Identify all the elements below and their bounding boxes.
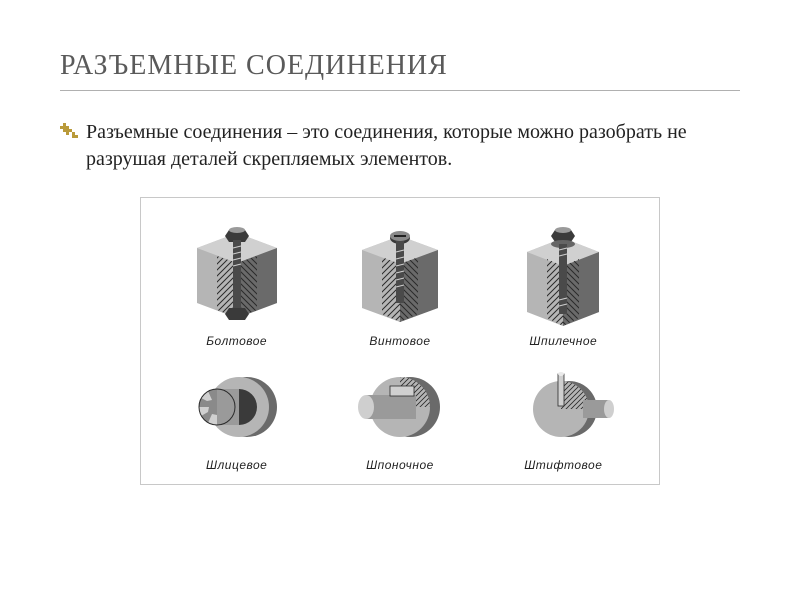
cap-spline: Шлицевое bbox=[206, 458, 267, 472]
cap-pin: Штифтовое bbox=[524, 458, 602, 472]
figure-row-2: Шлицевое bbox=[155, 362, 645, 472]
definition-text: Разъемные соединения – это соединения, к… bbox=[86, 119, 740, 173]
fig-bolt: Болтовое bbox=[162, 208, 312, 348]
cap-screw: Винтовое bbox=[369, 334, 430, 348]
fig-screw: Винтовое bbox=[325, 208, 475, 348]
fig-stud: Шпилечное bbox=[488, 208, 638, 348]
page-title: РАЗЪЕМНЫЕ СОЕДИНЕНИЯ bbox=[60, 50, 740, 82]
bullet-row: Разъемные соединения – это соединения, к… bbox=[60, 119, 740, 173]
fig-key-img bbox=[340, 362, 460, 452]
figure-row-1: Болтовое bbox=[155, 208, 645, 348]
fig-spline: Шлицевое bbox=[162, 362, 312, 472]
title-rule bbox=[60, 90, 740, 91]
cap-stud: Шпилечное bbox=[529, 334, 597, 348]
fig-pin: Штифтовое bbox=[488, 362, 638, 472]
fig-stud-img bbox=[503, 208, 623, 328]
figure-wrap: Болтовое bbox=[60, 197, 740, 485]
fig-key: Шпоночное bbox=[325, 362, 475, 472]
fig-bolt-img bbox=[177, 208, 297, 328]
cap-bolt: Болтовое bbox=[206, 334, 267, 348]
fig-screw-img bbox=[340, 208, 460, 328]
definition-block: Разъемные соединения – это соединения, к… bbox=[60, 119, 740, 173]
bullet-icon bbox=[60, 123, 78, 141]
fig-pin-img bbox=[503, 362, 623, 452]
slide: РАЗЪЕМНЫЕ СОЕДИНЕНИЯ Разъемные соединени… bbox=[0, 0, 800, 600]
figure: Болтовое bbox=[140, 197, 660, 485]
cap-key: Шпоночное bbox=[366, 458, 434, 472]
fig-spline-img bbox=[177, 362, 297, 452]
